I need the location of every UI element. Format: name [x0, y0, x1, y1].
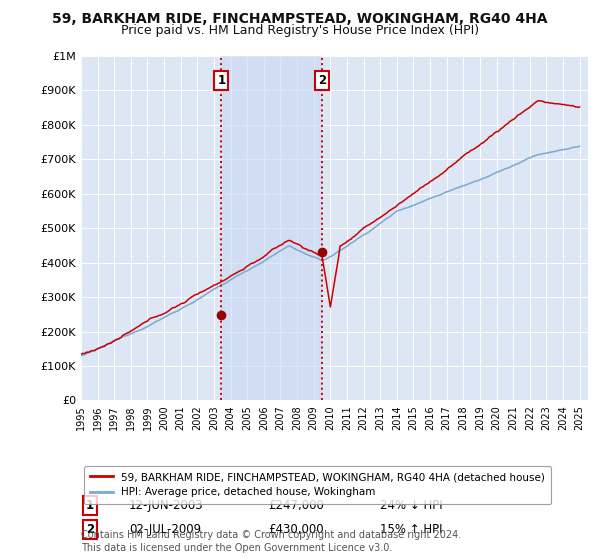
Text: 2: 2	[318, 73, 326, 87]
Text: 12-JUN-2003: 12-JUN-2003	[129, 499, 204, 512]
Text: £430,000: £430,000	[269, 523, 324, 536]
Text: 1: 1	[217, 73, 226, 87]
Text: 59, BARKHAM RIDE, FINCHAMPSTEAD, WOKINGHAM, RG40 4HA: 59, BARKHAM RIDE, FINCHAMPSTEAD, WOKINGH…	[52, 12, 548, 26]
Legend: 59, BARKHAM RIDE, FINCHAMPSTEAD, WOKINGHAM, RG40 4HA (detached house), HPI: Aver: 59, BARKHAM RIDE, FINCHAMPSTEAD, WOKINGH…	[83, 466, 551, 503]
Text: 02-JUL-2009: 02-JUL-2009	[129, 523, 201, 536]
Text: 15% ↑ HPI: 15% ↑ HPI	[380, 523, 443, 536]
Text: 2: 2	[86, 523, 94, 536]
Bar	[221, 56, 322, 400]
Text: 24% ↓ HPI: 24% ↓ HPI	[380, 499, 443, 512]
Text: Price paid vs. HM Land Registry's House Price Index (HPI): Price paid vs. HM Land Registry's House …	[121, 24, 479, 36]
Text: £247,000: £247,000	[269, 499, 325, 512]
Text: Contains HM Land Registry data © Crown copyright and database right 2024.
This d: Contains HM Land Registry data © Crown c…	[81, 530, 461, 553]
Text: 1: 1	[86, 499, 94, 512]
